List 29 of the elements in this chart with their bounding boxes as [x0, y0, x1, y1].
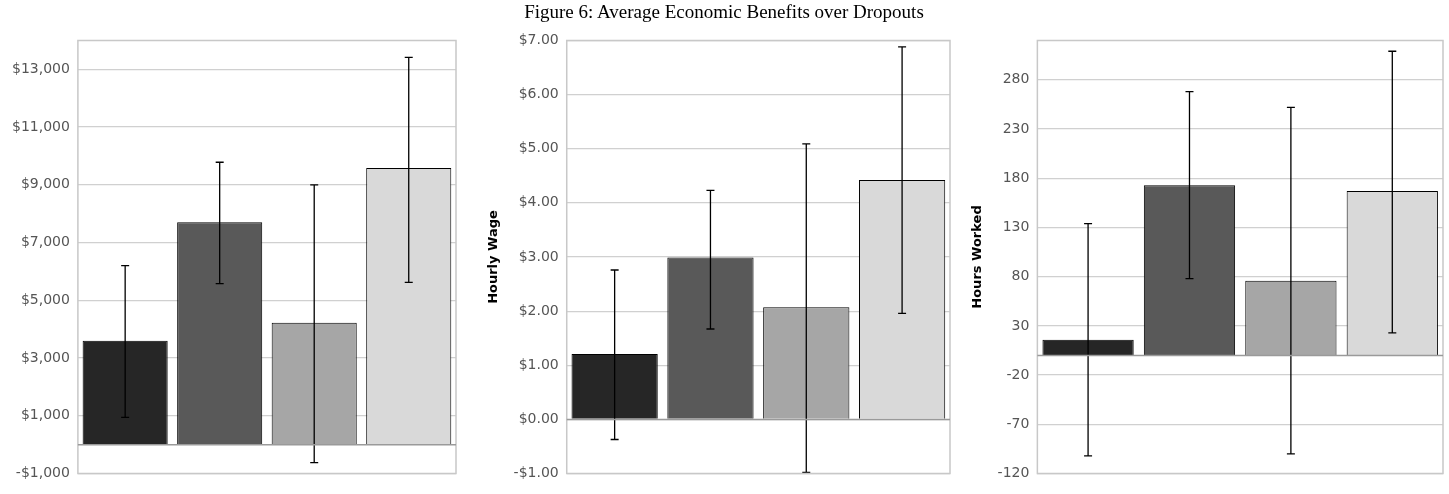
y-tick-label: $1.00 — [518, 355, 559, 372]
y-tick-label: $4.00 — [518, 193, 559, 210]
y-tick-label: $2.00 — [518, 301, 559, 318]
y-tick-label: $1,000 — [20, 406, 70, 423]
y-tick-label: 180 — [1002, 168, 1030, 185]
y-tick-label: $5.00 — [518, 139, 559, 156]
y-tick-label: $3.00 — [518, 247, 559, 264]
y-tick-label: 80 — [1011, 267, 1030, 284]
y-tick-label: $0.00 — [518, 410, 559, 427]
y-tick-label: -$1,000 — [15, 464, 70, 481]
y-tick-label: $9,000 — [20, 175, 70, 192]
y-tick-label: 280 — [1002, 70, 1030, 87]
y-tick-label: $6.00 — [518, 85, 559, 102]
y-tick-label: 230 — [1002, 119, 1030, 136]
y-tick-label: -20 — [1006, 365, 1030, 382]
y-tick-label: -70 — [1006, 415, 1030, 432]
y-tick-label: 30 — [1011, 316, 1030, 333]
y-tick-label: $7.00 — [518, 31, 559, 48]
y-tick-label: $11,000 — [11, 117, 70, 134]
y-tick-label: $7,000 — [20, 233, 70, 250]
y-tick-label: $5,000 — [20, 290, 70, 307]
y-tick-label: -120 — [997, 464, 1030, 481]
y-tick-label: $3,000 — [20, 348, 70, 365]
y-tick-label: $13,000 — [11, 59, 70, 76]
y-tick-label: 130 — [1002, 218, 1030, 235]
y-axis-title: Hourly Wage — [485, 209, 501, 304]
chart-title: Figure 6: Average Economic Benefits over Dropouts — [523, 0, 925, 24]
y-axis-title: Hours Worked — [969, 205, 985, 309]
y-tick-label: -$1.00 — [513, 464, 559, 481]
